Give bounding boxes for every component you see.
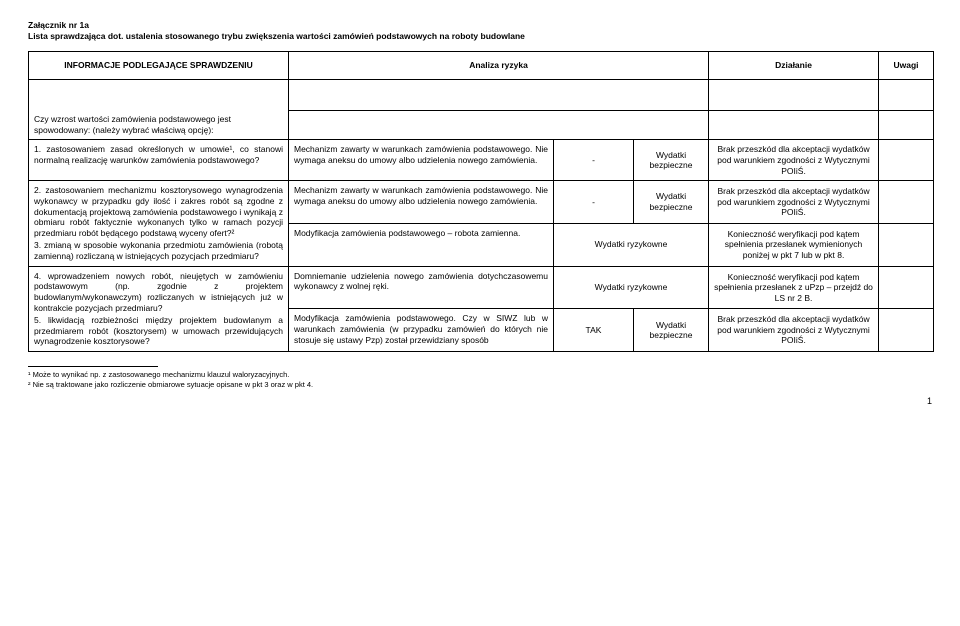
row1-col3b: Wydatki bezpieczne xyxy=(634,140,709,181)
footnote-1: ¹ Może to wynikać np. z zastosowanego me… xyxy=(28,370,932,380)
row4-col4: Konieczność weryfikacji pod kątem spełni… xyxy=(709,266,879,309)
doc-header: Załącznik nr 1a Lista sprawdzająca dot. … xyxy=(28,20,932,41)
row2-col2: Mechanizm zawarty w warunkach zamówienia… xyxy=(289,181,554,224)
row3-col4: Konieczność weryfikacji pod kątem spełni… xyxy=(709,223,879,266)
footnote-2: ² Nie są traktowane jako rozliczenie obm… xyxy=(28,380,932,390)
page-number: 1 xyxy=(28,396,932,406)
row5-col1: 5. likwidacją rozbieżności między projek… xyxy=(34,315,283,347)
row2-col5 xyxy=(879,181,934,224)
row2-col3a: - xyxy=(554,181,634,224)
row2-col3b: Wydatki bezpieczne xyxy=(634,181,709,224)
row5-col3a: TAK xyxy=(554,309,634,352)
table-row: 2. zastosowaniem mechanizmu kosztorysowe… xyxy=(29,181,934,224)
row3-col1: 3. zmianą w sposobie wykonania przedmiot… xyxy=(34,240,283,261)
question-cell: Czy wzrost wartości zamówienia podstawow… xyxy=(29,110,289,140)
row3-col3: Wydatki ryzykowne xyxy=(554,223,709,266)
row3-col2: Modyfikacja zamówienia podstawowego – ro… xyxy=(289,223,554,266)
row1-col4: Brak przeszkód dla akceptacji wydatków p… xyxy=(709,140,879,181)
row2-col1: 2. zastosowaniem mechanizmu kosztorysowe… xyxy=(34,185,283,238)
th-analiza: Analiza ryzyka xyxy=(289,52,709,80)
row1-col2: Mechanizm zawarty w warunkach zamówienia… xyxy=(289,140,554,181)
header-line-2: Lista sprawdzająca dot. ustalenia stosow… xyxy=(28,31,932,41)
row2-col4: Brak przeszkód dla akceptacji wydatków p… xyxy=(709,181,879,224)
row4-col3: Wydatki ryzykowne xyxy=(554,266,709,309)
row1-col5 xyxy=(879,140,934,181)
footnotes: ¹ Może to wynikać np. z zastosowanego me… xyxy=(28,366,932,390)
th-dzialanie: Działanie xyxy=(709,52,879,80)
row3-col5 xyxy=(879,223,934,266)
row1-col3a: - xyxy=(554,140,634,181)
row4-col2: Domniemanie udzielenia nowego zamówienia… xyxy=(289,266,554,309)
row5-col3b: Wydatki bezpieczne xyxy=(634,309,709,352)
row5-col2: Modyfikacja zamówienia podstawowego. Czy… xyxy=(289,309,554,352)
th-uwagi: Uwagi xyxy=(879,52,934,80)
question-row: Czy wzrost wartości zamówienia podstawow… xyxy=(29,110,934,140)
row5-col4: Brak przeszkód dla akceptacji wydatków p… xyxy=(709,309,879,352)
table-row: 4. wprowadzeniem nowych robót, nieujętyc… xyxy=(29,266,934,309)
spacer-row xyxy=(29,79,934,110)
row4-col5 xyxy=(879,266,934,309)
row4-col1: 4. wprowadzeniem nowych robót, nieujętyc… xyxy=(34,271,283,314)
row1-col1: 1. zastosowaniem zasad określonych w umo… xyxy=(29,140,289,181)
main-table: INFORMACJE PODLEGAJĄCE SPRAWDZENIU Anali… xyxy=(28,51,934,352)
row5-col5 xyxy=(879,309,934,352)
table-row: 1. zastosowaniem zasad określonych w umo… xyxy=(29,140,934,181)
th-info: INFORMACJE PODLEGAJĄCE SPRAWDZENIU xyxy=(29,52,289,80)
header-line-1: Załącznik nr 1a xyxy=(28,20,932,30)
header-row: INFORMACJE PODLEGAJĄCE SPRAWDZENIU Anali… xyxy=(29,52,934,80)
